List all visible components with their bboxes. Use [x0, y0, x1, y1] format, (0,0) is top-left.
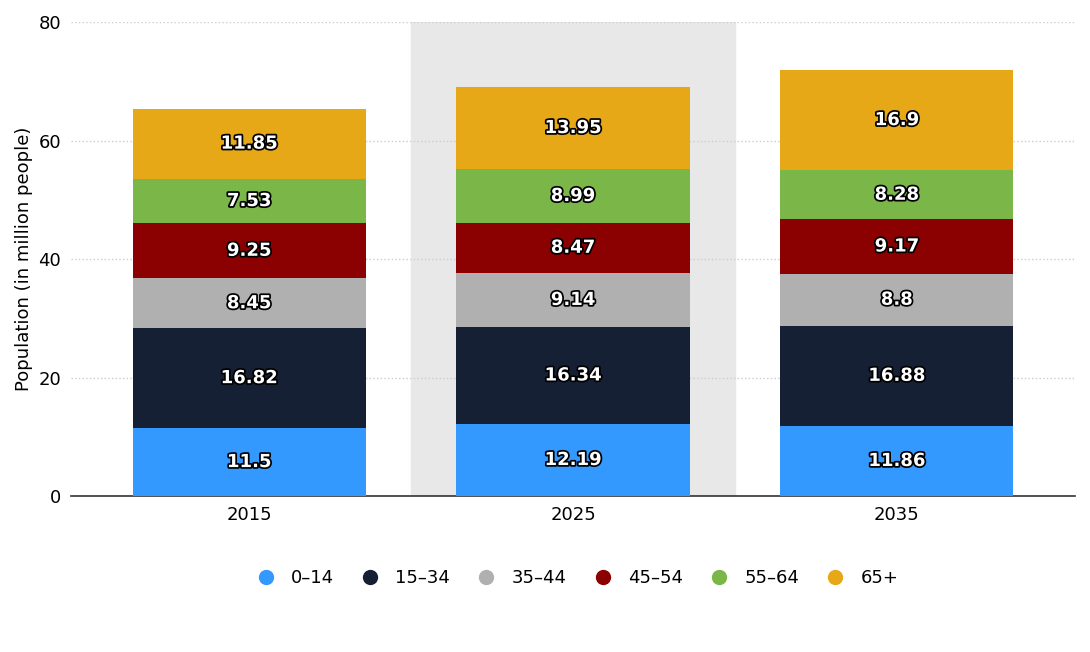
Bar: [133, 108, 366, 179]
Text: 11.86: 11.86: [869, 452, 925, 470]
Text: 12.19: 12.19: [545, 451, 602, 469]
Text: 8.47: 8.47: [550, 239, 595, 257]
Text: 13.95: 13.95: [545, 119, 602, 137]
Bar: [457, 273, 690, 327]
Text: 8.28: 8.28: [874, 186, 919, 204]
Bar: [457, 223, 690, 273]
Bar: [780, 219, 1014, 274]
Text: 16.34: 16.34: [545, 366, 602, 385]
Bar: [133, 329, 366, 428]
Text: 9.25: 9.25: [227, 242, 271, 259]
Bar: [133, 179, 366, 224]
Text: 16.82: 16.82: [220, 369, 278, 387]
Bar: [411, 22, 735, 496]
Bar: [780, 426, 1014, 496]
Text: 9.17: 9.17: [874, 237, 919, 256]
Text: 11.85: 11.85: [220, 135, 278, 153]
Bar: [780, 274, 1014, 326]
Text: 16.9: 16.9: [874, 111, 919, 129]
Bar: [457, 170, 690, 223]
Bar: [133, 278, 366, 329]
Legend: 0–14, 15–34, 35–44, 45–54, 55–64, 65+: 0–14, 15–34, 35–44, 45–54, 55–64, 65+: [240, 562, 906, 595]
Bar: [457, 87, 690, 170]
Bar: [133, 224, 366, 278]
Text: 8.8: 8.8: [881, 291, 913, 309]
Text: 7.53: 7.53: [227, 192, 271, 210]
Y-axis label: Population (in million people): Population (in million people): [15, 127, 33, 391]
Text: 9.14: 9.14: [550, 291, 595, 309]
Bar: [780, 170, 1014, 219]
Bar: [457, 424, 690, 496]
Bar: [780, 326, 1014, 426]
Text: 16.88: 16.88: [869, 367, 925, 385]
Text: 8.99: 8.99: [550, 187, 595, 205]
Text: 8.45: 8.45: [227, 294, 271, 312]
Text: 11.5: 11.5: [227, 453, 271, 471]
Bar: [457, 327, 690, 424]
Bar: [780, 70, 1014, 170]
Bar: [133, 428, 366, 496]
